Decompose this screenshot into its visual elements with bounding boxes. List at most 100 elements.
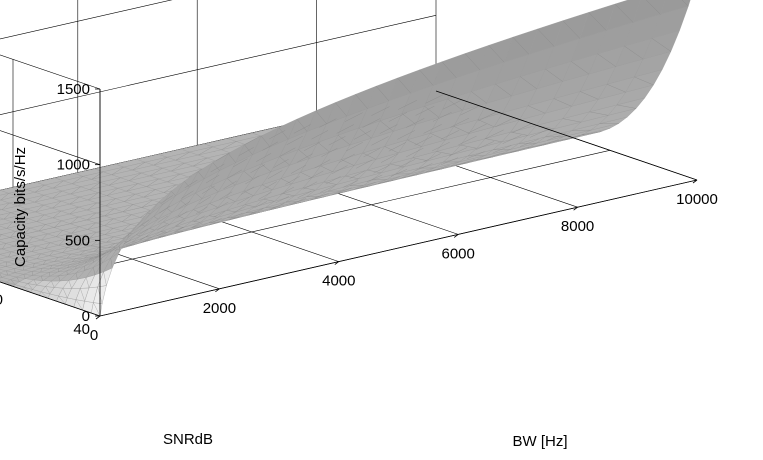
mesh-line xyxy=(356,159,373,169)
mesh-line xyxy=(582,131,602,136)
mesh-line xyxy=(484,152,502,159)
y-axis-label: SNRdB xyxy=(163,431,213,448)
mesh-line xyxy=(358,127,372,139)
x-tick-mark xyxy=(453,234,459,238)
mesh-line xyxy=(379,124,398,134)
mesh-line xyxy=(280,186,295,195)
mesh-line xyxy=(52,190,63,199)
mesh-line xyxy=(195,192,203,199)
mesh-line xyxy=(221,141,237,150)
mesh-line xyxy=(34,194,44,203)
mesh-line xyxy=(335,102,347,117)
mesh-line xyxy=(111,247,118,251)
mesh-line xyxy=(424,106,440,118)
mesh-line xyxy=(450,117,470,128)
mesh-line xyxy=(250,164,266,174)
mesh-line xyxy=(8,251,12,258)
mesh-line xyxy=(458,135,477,146)
mesh-line xyxy=(87,222,97,230)
mesh-line xyxy=(210,163,225,173)
mesh-line xyxy=(415,106,435,116)
mesh-line xyxy=(76,243,83,250)
mesh-line xyxy=(16,276,20,282)
grid-line xyxy=(0,15,437,115)
mesh-line xyxy=(406,118,425,128)
mesh-line xyxy=(520,76,537,89)
mesh-line xyxy=(44,242,51,249)
mesh-line xyxy=(66,253,72,259)
mesh-line xyxy=(112,247,116,249)
mesh-line xyxy=(89,256,94,260)
mesh-line xyxy=(471,91,487,104)
mesh-line xyxy=(3,212,11,220)
x-tick-mark xyxy=(692,179,698,184)
y-axis-line xyxy=(0,281,101,317)
mesh-line xyxy=(125,243,133,247)
mesh-line xyxy=(407,139,422,147)
mesh-line xyxy=(191,226,202,230)
mesh-line xyxy=(244,204,255,207)
mesh-line xyxy=(90,240,98,247)
mesh-line xyxy=(23,227,31,235)
mesh-line xyxy=(80,288,85,302)
mesh-line xyxy=(71,226,80,234)
x-tick-label: 10000 xyxy=(676,191,718,208)
mesh-line xyxy=(1,202,10,210)
mesh-line xyxy=(447,98,463,111)
mesh-line xyxy=(286,135,303,146)
mesh-line xyxy=(106,251,111,253)
mesh-line xyxy=(14,240,20,247)
mesh-line xyxy=(62,247,68,253)
mesh-line xyxy=(166,208,173,213)
mesh-line xyxy=(104,218,114,226)
mesh-line xyxy=(216,201,229,210)
mesh-line xyxy=(268,207,281,211)
mesh-line xyxy=(174,230,184,235)
mesh-line xyxy=(175,151,190,161)
mesh-line xyxy=(510,131,528,136)
mesh-line xyxy=(159,205,171,214)
mesh-line xyxy=(212,162,220,171)
mesh-line xyxy=(60,261,64,266)
mesh-line xyxy=(419,69,434,86)
mesh-line xyxy=(449,147,468,157)
mesh-line xyxy=(431,141,450,152)
mesh-line xyxy=(325,176,341,185)
mesh-line xyxy=(202,185,215,194)
mesh-line xyxy=(106,188,118,196)
mesh-line xyxy=(245,175,260,185)
mesh-line xyxy=(163,221,170,225)
mesh-line xyxy=(262,184,273,191)
mesh-line xyxy=(436,151,452,155)
x-axis-line xyxy=(99,179,698,317)
mesh-line xyxy=(6,221,13,229)
mesh-line xyxy=(485,129,504,140)
mesh-line xyxy=(27,283,33,290)
mesh-line xyxy=(128,244,135,247)
mesh-line xyxy=(289,201,302,206)
mesh-line xyxy=(114,248,120,251)
mesh-line xyxy=(208,215,218,218)
mesh-line xyxy=(430,132,446,141)
mesh-line xyxy=(279,156,290,166)
mesh-line xyxy=(311,130,329,140)
mesh-line xyxy=(337,187,352,194)
mesh-line xyxy=(477,119,495,128)
mesh-line xyxy=(40,268,42,273)
mesh-line xyxy=(91,171,104,180)
mesh-line xyxy=(323,181,337,185)
mesh-line xyxy=(337,135,351,146)
mesh-line xyxy=(174,226,184,232)
mesh-line xyxy=(388,112,408,122)
mesh-line xyxy=(0,273,3,278)
surface-facet xyxy=(0,217,5,221)
mesh-line xyxy=(408,170,425,177)
mesh-line xyxy=(460,144,477,149)
z-tick-label: 1500 xyxy=(57,81,90,98)
y-tick-label: 40 xyxy=(73,321,90,338)
mesh-line xyxy=(297,191,312,198)
mesh-line xyxy=(108,177,121,186)
mesh-line xyxy=(373,164,390,174)
mesh-line xyxy=(143,189,156,198)
